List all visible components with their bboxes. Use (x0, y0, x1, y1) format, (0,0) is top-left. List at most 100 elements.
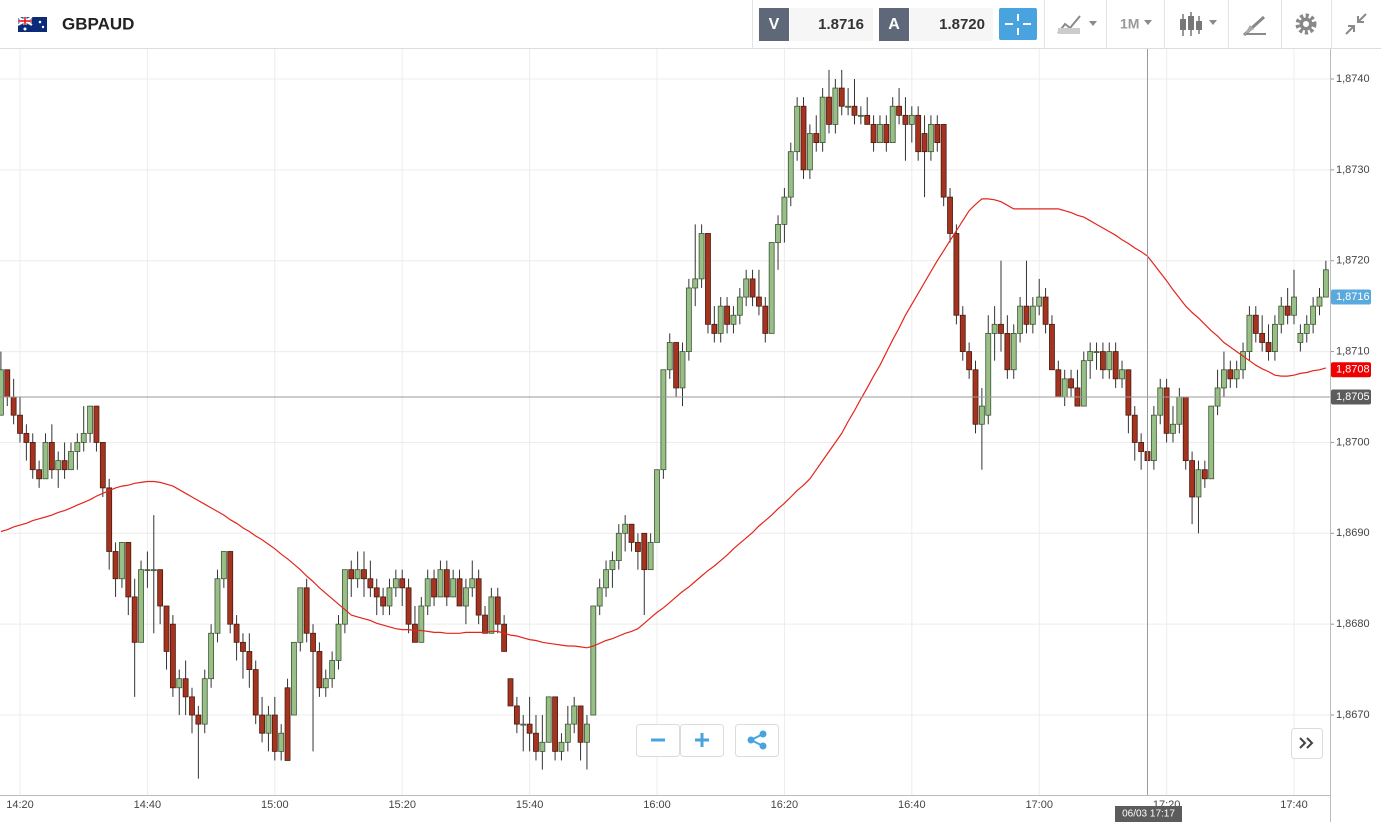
candle-body (940, 124, 947, 198)
x-tick-label: 15:20 (388, 799, 416, 811)
candle-body (781, 196, 788, 225)
candle-body (469, 578, 476, 589)
candle-body (233, 623, 240, 643)
share-button[interactable] (735, 724, 779, 757)
candle-body (768, 242, 775, 334)
candle-body (501, 623, 508, 652)
candle-body (201, 678, 208, 725)
candle-body (240, 641, 246, 652)
x-tick-label: 16:20 (771, 799, 799, 811)
candle-body (1036, 296, 1043, 307)
settings-button[interactable] (1295, 13, 1317, 35)
candle-body (1055, 369, 1062, 398)
candle-body (348, 569, 355, 580)
candle-body (265, 714, 272, 734)
candle-body (367, 578, 374, 589)
candle-body (74, 442, 81, 452)
collapse-button[interactable] (1345, 13, 1367, 35)
candle-body (163, 605, 170, 652)
candle-body (698, 233, 705, 280)
zoom-out-button[interactable] (636, 724, 680, 757)
candle-body (953, 233, 960, 316)
y-tick-label: 1,8670 (1336, 709, 1370, 721)
candle-body (545, 696, 552, 743)
candle-body (1316, 296, 1323, 307)
candle-body (1029, 305, 1036, 325)
candle-body (756, 296, 762, 307)
candle-body (310, 632, 316, 652)
candle-body (23, 432, 30, 443)
candle-body (507, 678, 514, 707)
candle-body (526, 723, 533, 734)
candle-body (1138, 442, 1145, 452)
candle-body (896, 105, 902, 116)
candle-body (647, 541, 654, 571)
candle-body (724, 305, 730, 325)
candle-body (80, 432, 87, 443)
candle-body (908, 114, 915, 125)
x-tick-label: 16:00 (643, 799, 671, 811)
timeframe-button[interactable]: 1M (1120, 16, 1152, 32)
candle-body (889, 105, 896, 143)
candle-body (513, 705, 520, 725)
candle-body (494, 596, 501, 625)
candle-body (125, 541, 132, 598)
candle-body (845, 105, 852, 108)
candle-body (921, 133, 928, 153)
bid-box[interactable] (790, 8, 873, 41)
y-tick-label: 1,8730 (1336, 164, 1370, 176)
chart-type-button[interactable] (1057, 15, 1097, 34)
candle-body (1042, 296, 1049, 325)
candle-body (182, 678, 189, 698)
candle-body (966, 351, 973, 371)
candle-body (685, 287, 692, 352)
candle-body (1233, 369, 1240, 380)
candle-body (635, 541, 641, 552)
candle-body (978, 405, 985, 425)
candle-body (227, 551, 234, 625)
candle-body (119, 541, 125, 580)
candle-body (1303, 323, 1310, 334)
candle-body (220, 551, 227, 580)
candle-body (1297, 333, 1304, 343)
crosshair-price-tag (1331, 389, 1371, 405)
candle-body (291, 641, 297, 716)
bid-button[interactable] (759, 8, 789, 41)
candle-body (1017, 305, 1023, 334)
candle-body (1182, 396, 1189, 462)
candle-body (303, 587, 310, 634)
candle-body (717, 305, 724, 334)
candle-body (335, 623, 342, 661)
candle-body (743, 278, 750, 298)
candle-body (749, 278, 756, 298)
candle-body (361, 569, 367, 580)
candle-body (1272, 323, 1278, 352)
candle-body (558, 741, 565, 752)
crosshair-time: 06/03 17:17 (1122, 809, 1175, 820)
candle-body (1080, 360, 1087, 407)
ask-button[interactable] (879, 8, 909, 41)
candle-body (991, 323, 998, 334)
candle-body (1068, 378, 1074, 389)
candle-body (68, 451, 74, 471)
zoom-in-button[interactable] (680, 724, 724, 757)
y-tick-label: 1,8700 (1336, 436, 1370, 448)
header-bar (0, 0, 1381, 48)
candle-body (533, 732, 539, 752)
crosshair-button[interactable] (999, 8, 1037, 40)
candle-body (1284, 305, 1291, 316)
candle-body (399, 578, 406, 589)
candle-body (877, 124, 883, 143)
candle-style-button[interactable] (1180, 12, 1217, 36)
candle-body (641, 532, 648, 571)
ask-box[interactable] (910, 8, 993, 41)
candle-body (189, 696, 195, 716)
candle-body (870, 124, 877, 143)
candle-body (1240, 351, 1246, 371)
candle-body (1170, 423, 1176, 434)
draw-tool-button[interactable] (1242, 15, 1266, 37)
candle-body (736, 296, 743, 316)
candle-body (947, 196, 953, 234)
scroll-right-button[interactable] (1291, 728, 1323, 759)
